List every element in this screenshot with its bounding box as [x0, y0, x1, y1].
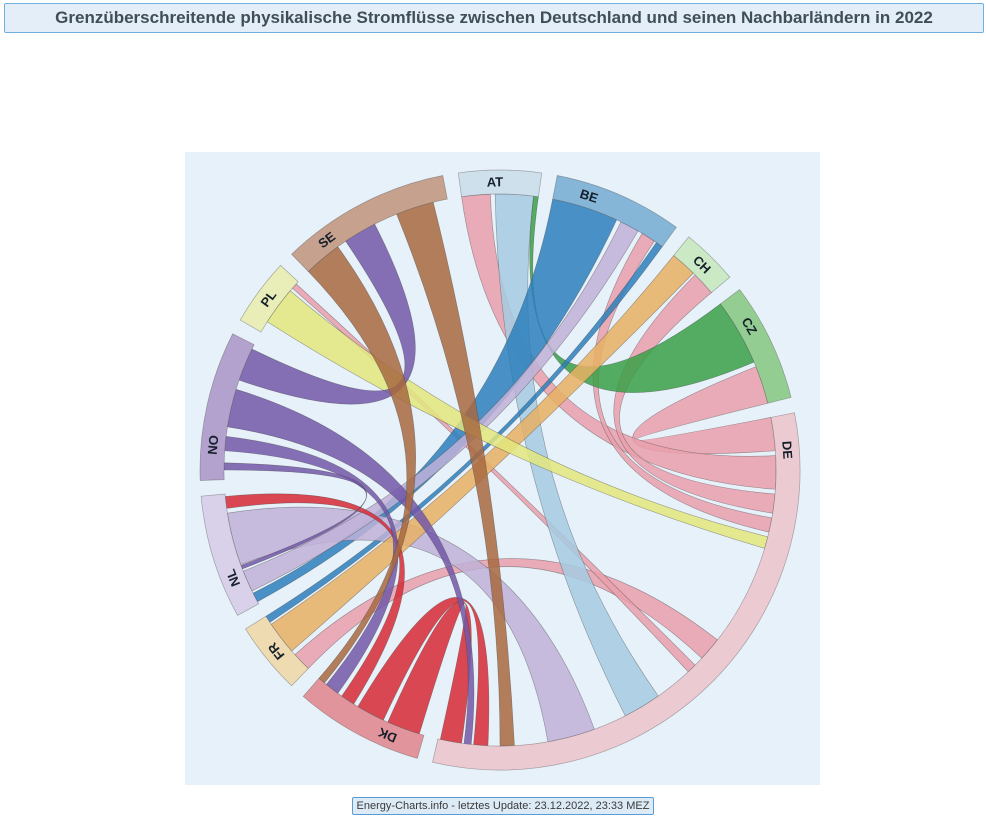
country-arc-AT[interactable]	[457, 169, 543, 198]
country-label-NL: NL	[223, 567, 243, 589]
country-group-SE: SE	[291, 175, 448, 272]
country-group-BE: BE	[552, 175, 677, 248]
country-arc-CZ[interactable]	[719, 288, 792, 404]
country-arc-FR[interactable]	[245, 615, 309, 687]
page-title: Grenzüberschreitende physikalische Strom…	[4, 3, 984, 34]
country-arc-PL[interactable]	[239, 264, 299, 333]
flow-BE-NL[interactable]	[252, 198, 618, 603]
country-group-NO: NO	[199, 333, 255, 481]
flow-NO-NL[interactable]	[223, 462, 368, 570]
flow-DE-CH[interactable]	[613, 274, 776, 514]
country-group-FR: FR	[245, 615, 309, 687]
country-group-DE: DE	[432, 412, 801, 771]
country-arc-DK[interactable]	[302, 677, 425, 759]
flow-DK-DE[interactable]	[357, 597, 490, 747]
country-group-CH: CH	[673, 236, 731, 294]
flow-DK-NL[interactable]	[224, 493, 405, 705]
country-arc-BE[interactable]	[552, 175, 677, 248]
country-arc-CH[interactable]	[673, 236, 731, 294]
flow-PL-DE[interactable]	[266, 290, 769, 549]
country-label-DE: DE	[779, 440, 795, 459]
country-group-CZ: CZ	[719, 288, 792, 404]
country-label-NO: NO	[205, 435, 222, 456]
flow-BE-FR[interactable]	[265, 242, 663, 623]
country-arc-NO[interactable]	[199, 333, 255, 481]
country-arc-DE[interactable]	[432, 412, 801, 771]
country-label-AT: AT	[487, 174, 504, 189]
country-group-DK: DK	[302, 677, 425, 759]
source-attribution-text: Energy-Charts.info - letztes Update: 23.…	[356, 800, 650, 812]
country-group-AT: AT	[457, 169, 543, 198]
flow-NO-SE[interactable]	[238, 223, 416, 405]
flow-DE-BE[interactable]	[592, 233, 773, 533]
country-label-BE: BE	[578, 186, 600, 206]
source-attribution[interactable]: Energy-Charts.info - letztes Update: 23.…	[352, 797, 654, 815]
country-arc-NL[interactable]	[200, 493, 260, 616]
flow-SE-DE[interactable]	[396, 201, 515, 747]
flow-NO-DE[interactable]	[227, 388, 475, 745]
chord-chart-container: AT BE CH CZ DE DK FR NL NO PL SE	[185, 152, 820, 785]
country-group-PL: PL	[239, 264, 299, 333]
country-arc-SE[interactable]	[291, 175, 448, 272]
page-title-text: Grenzüberschreitende physikalische Strom…	[55, 8, 933, 27]
country-label-DK: DK	[375, 724, 399, 745]
country-group-NL: NL	[200, 493, 260, 616]
